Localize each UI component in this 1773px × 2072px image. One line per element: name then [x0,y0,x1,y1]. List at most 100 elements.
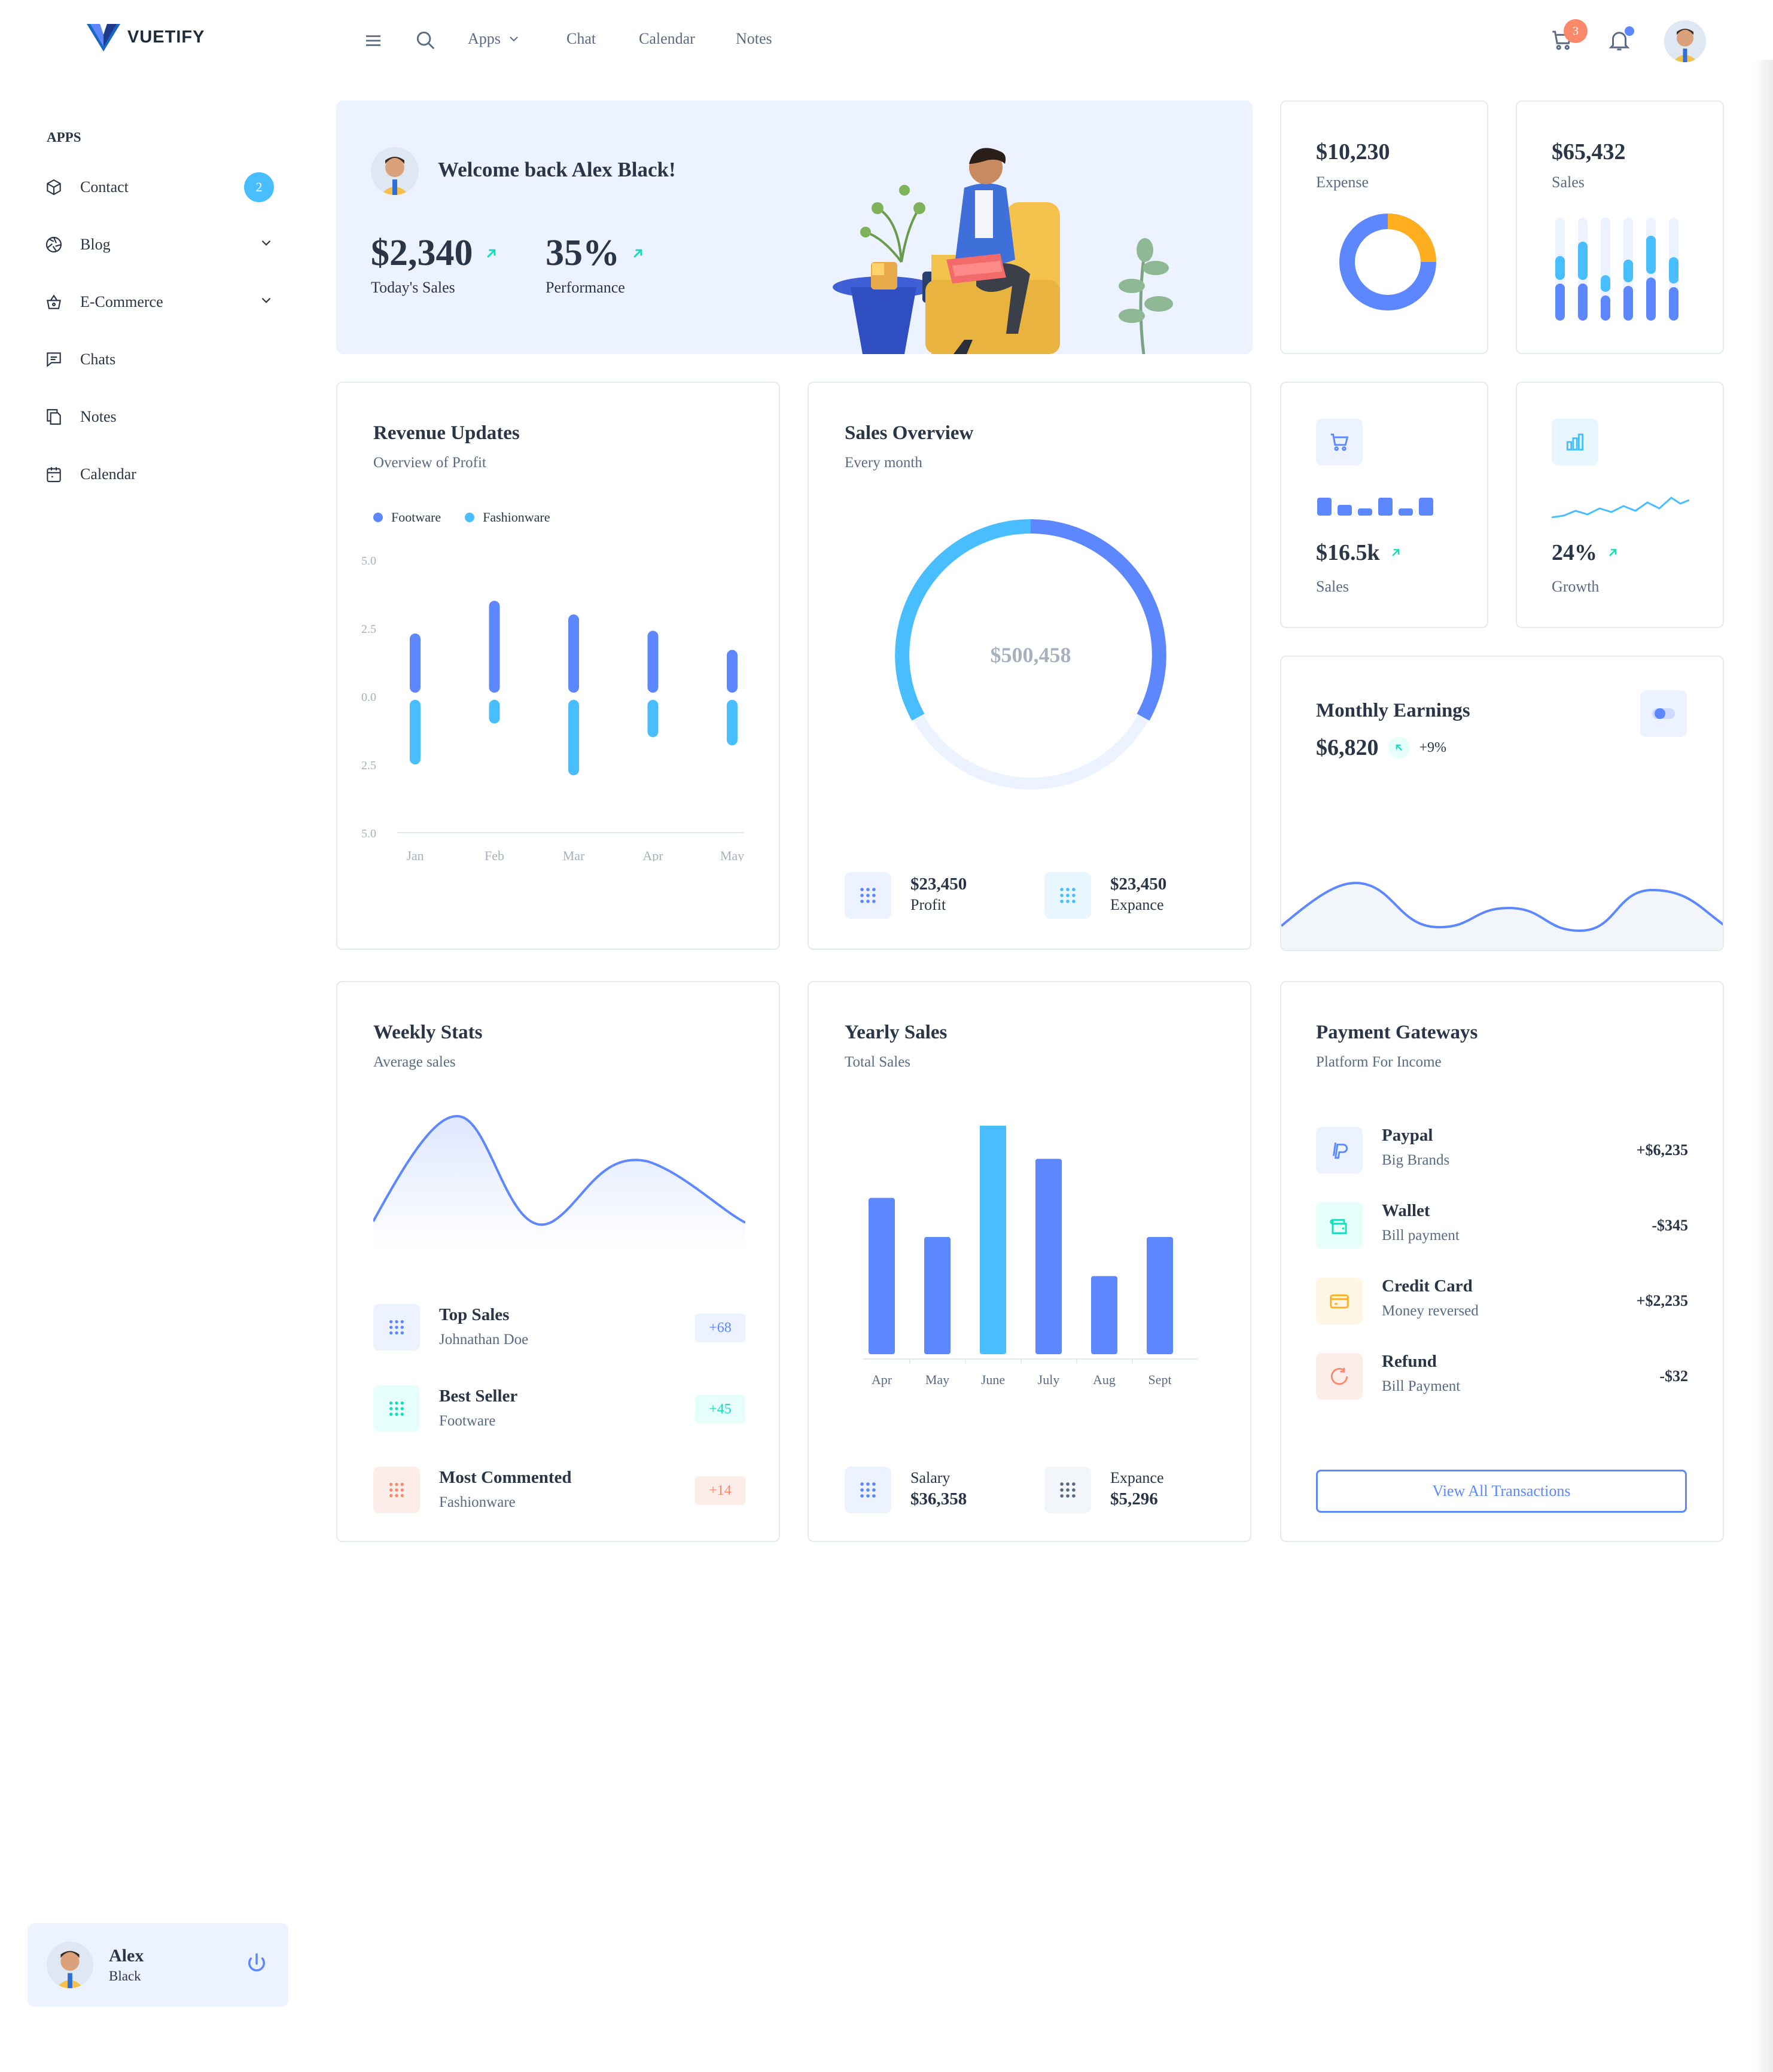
payments-subtitle: Platform For Income [1316,1054,1442,1070]
sidebar-item-calendar[interactable]: Calendar [42,456,274,492]
bar-footware [568,614,579,693]
sidebar-item-blog[interactable]: Blog [42,227,274,263]
revenue-legend: Footware Fashionware [373,510,550,525]
paypal-icon-box [1316,1127,1363,1174]
chevron-down-icon[interactable] [258,235,274,255]
revenue-bar-chart: 5.0 2.5 0.0 2.5 5.0 Jan Feb Mar Apr May [361,554,744,861]
monthly-change: +9% [1419,739,1447,755]
sales-small-card: $16.5k Sales [1280,382,1488,628]
view-all-transactions-button[interactable]: View All Transactions [1316,1470,1687,1513]
bar-yearly-sales [924,1237,951,1354]
x-tick-label: May [720,848,744,861]
sidebar-item-contact[interactable]: Contact 2 [42,169,274,205]
payment-row-subtitle: Big Brands [1382,1152,1450,1168]
chevron-down-icon[interactable] [258,292,274,312]
wallet-icon [1330,1219,1347,1235]
weekly-subtitle: Average sales [373,1054,456,1070]
header-apps-dropdown[interactable]: Apps [468,30,521,48]
header-link-notes[interactable]: Notes [736,30,772,47]
weekly-row-subtitle: Johnathan Doe [439,1331,529,1348]
refund-icon-box [1316,1353,1363,1400]
profit-label: Profit [910,896,946,913]
grid-dots-icon [860,1482,876,1498]
sidebar-item-ecommerce[interactable]: E-Commerce [42,284,274,320]
payment-gateways-card: Payment Gateways Platform For Income Pay… [1280,981,1724,1542]
radial-segment-profit [1030,519,1166,721]
x-tick-label: Apr [872,1372,892,1387]
scroll-shadow [1753,60,1773,2072]
chevron-down-icon [510,36,518,42]
weekly-stats-card: Weekly Stats Average sales Top Sales Joh… [336,981,780,1542]
salary-value: $36,358 [910,1489,967,1509]
basket-icon [42,290,66,314]
payment-row-amount: -$32 [1659,1367,1688,1385]
payment-row-subtitle: Bill payment [1382,1227,1460,1244]
header-link-chat[interactable]: Chat [566,30,596,47]
brand-logo[interactable]: VUETIFY [87,23,205,51]
monthly-value: $6,820 [1316,735,1379,760]
box-icon [42,175,66,199]
sidebar-item-label: Chats [80,351,116,368]
sales-overview-subtitle: Every month [845,455,922,471]
arrow-up-left-icon [1388,737,1410,758]
salary-label: Salary [910,1469,951,1486]
bar-yearly-sales [980,1126,1006,1354]
sidebar-item-notes[interactable]: Notes [42,399,274,435]
sidebar-user-card: Alex Black [28,1923,288,2007]
user-first-name: Alex [109,1946,144,1966]
monthly-earnings-card: Monthly Earnings $6,820 +9% [1280,656,1724,951]
x-tick-label: Mar [563,848,585,861]
sales-overview-card: Sales Overview Every month $500,458 $23,… [808,382,1251,950]
grid-dots-icon [1060,888,1076,903]
yearly-expense-icon-box [1044,1467,1091,1513]
weekly-row-subtitle: Fashionware [439,1494,516,1510]
sales-small-value: $16.5k [1316,540,1380,565]
revenue-title: Revenue Updates [373,422,520,444]
avatar[interactable] [47,1942,93,1988]
bar-fashionware [727,700,738,746]
profit-icon-box [845,872,891,919]
credit-card-icon [1330,1294,1349,1309]
grid-dots-icon [389,1483,404,1497]
search-icon[interactable] [414,29,437,54]
legend-label-footware: Footware [391,510,441,525]
sidebar-item-label: Calendar [80,465,136,483]
menu-icon[interactable] [362,30,384,54]
weekly-row-title: Most Commented [439,1468,572,1487]
y-tick-label: 5.0 [361,827,376,840]
sales-value: $65,432 [1552,139,1626,164]
header-link-apps: Apps [468,30,501,47]
most-commented-icon-box [373,1467,420,1513]
bell-icon[interactable] [1607,28,1632,56]
x-tick-label: Jan [406,848,424,861]
expense-icon-box [1044,872,1091,919]
grid-dots-icon [1060,1482,1076,1498]
bar-footware [727,650,738,693]
y-tick-label: 0.0 [361,691,376,704]
bar-fashionware [410,700,421,764]
power-icon[interactable] [244,1951,269,1979]
copy-icon [42,405,66,429]
sidebar-item-chats[interactable]: Chats [42,342,274,377]
arrow-up-right-icon [633,249,642,258]
weekly-row-title: Best Seller [439,1387,518,1406]
expense-donut-segment [1339,214,1436,310]
welcome-greeting: Welcome back Alex Black! [438,158,676,181]
sales-label: Sales [1552,173,1585,191]
today-sales-label: Today's Sales [371,279,455,296]
refund-icon [1330,1367,1348,1385]
sales-overview-title: Sales Overview [845,422,974,444]
payment-row-title: Wallet [1382,1201,1430,1220]
bar-fashionware [489,700,500,724]
sales-small-label: Sales [1316,578,1349,595]
weekly-row-chip: +45 [695,1395,745,1424]
header-link-calendar[interactable]: Calendar [639,30,695,47]
expense-donut-chart [1339,214,1436,310]
aperture-icon [42,233,66,257]
person-laptop-illustration [833,148,1173,354]
monthly-toggle-icon-box[interactable] [1640,690,1687,737]
calendar-icon [42,462,66,486]
top-sales-icon-box [373,1304,420,1351]
profit-value: $23,450 [910,874,967,894]
header-avatar[interactable] [1664,20,1706,62]
